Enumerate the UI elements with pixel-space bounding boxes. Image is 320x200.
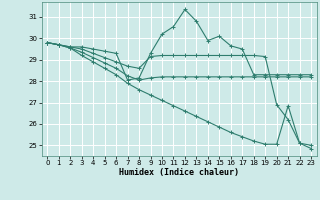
X-axis label: Humidex (Indice chaleur): Humidex (Indice chaleur) — [119, 168, 239, 177]
